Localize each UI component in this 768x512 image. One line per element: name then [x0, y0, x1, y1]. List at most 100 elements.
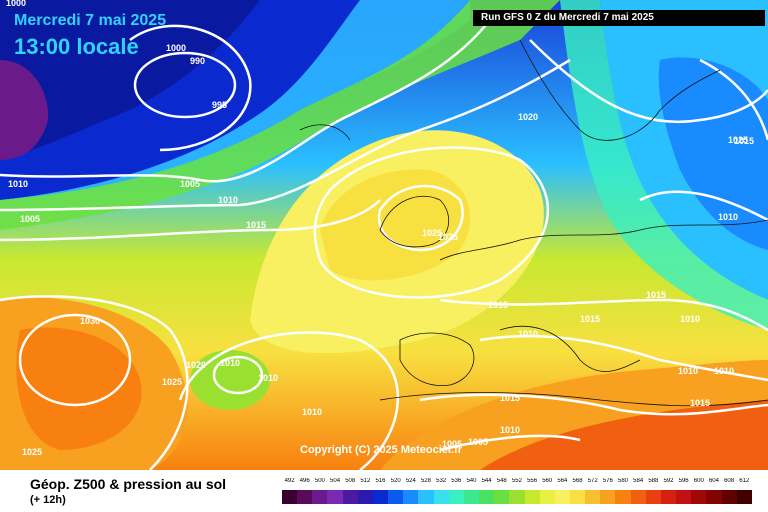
- colorbar-tick-label: 568: [572, 478, 583, 484]
- colorbar-cell: [479, 490, 495, 504]
- field-ne-blue: [658, 57, 768, 250]
- colorbar-tick-label: 516: [375, 478, 386, 484]
- isobar-label: 1025: [728, 135, 749, 145]
- isobar-label: 1020: [518, 112, 539, 122]
- isobar-label: 1010: [302, 407, 323, 417]
- field-cyan-belt: [0, 0, 470, 200]
- isobar-label: 1025: [438, 232, 459, 242]
- coastlines: [299, 39, 768, 407]
- colorbar-tick-label: 588: [648, 478, 659, 484]
- isobar-label: 1010: [500, 425, 521, 435]
- colorbar-cell: [660, 490, 677, 504]
- colorbar-cell: [357, 490, 373, 504]
- colorbar-cell: [509, 490, 525, 504]
- colorbar-cell: [418, 490, 434, 504]
- colorbar-tick-label: 604: [708, 478, 719, 484]
- colorbar-tick-label: 520: [390, 478, 401, 484]
- colorbar-tick-label: 576: [602, 478, 613, 484]
- colorbar-cell: [312, 490, 328, 504]
- isobar-label: 1015: [734, 136, 755, 146]
- isobar-1025-sw: [0, 295, 189, 470]
- isobar-1015-ne: [699, 58, 768, 141]
- colorbar-cell: [327, 490, 343, 504]
- colorbar-tick-label: 592: [663, 478, 674, 484]
- colorbar-cell: [630, 490, 646, 504]
- colorbar-cell: [600, 490, 616, 504]
- colorbar-cell: [524, 490, 540, 504]
- isobar-1005-south: [439, 434, 581, 452]
- colorbar-tick-label: 600: [693, 478, 704, 484]
- colorbar-cell: [539, 490, 555, 504]
- colorbar-tick-label: 532: [436, 478, 447, 484]
- isobar-label: 1025: [422, 228, 443, 238]
- colorbar-tick-label: 508: [345, 478, 356, 484]
- colorbar-cell: [448, 490, 464, 504]
- isobar-label: 1005: [180, 179, 201, 189]
- isobar-label: 1030: [80, 316, 101, 326]
- isobar-1005: [0, 19, 491, 183]
- isobar-1015-south: [419, 393, 768, 416]
- colorbar-cell: [388, 490, 404, 504]
- isobar-label: 1010: [678, 366, 699, 376]
- run-info-box: Run GFS 0 Z du Mercredi 7 mai 2025: [473, 10, 765, 26]
- isobar-label: 1015: [246, 220, 267, 230]
- colorbar-cell: [736, 490, 752, 504]
- map-time: 13:00 locale: [14, 34, 139, 59]
- isobar-label: 1005: [468, 437, 489, 447]
- colorbar-tick-labels: 492 496 500 504 508 512 516 520 524 528 532 536 540 5…: [282, 478, 752, 488]
- colorbar-tick-label: 536: [451, 478, 462, 484]
- colorbar-tick-label: 552: [511, 478, 522, 484]
- isobar-1020-high: [313, 146, 550, 299]
- colorbar-tick-label: 596: [678, 478, 689, 484]
- field-sw-core: [16, 327, 142, 450]
- isobar-1015-mid: [178, 331, 400, 470]
- field-low-deep: [0, 0, 260, 160]
- coast-scandinavia: [519, 39, 721, 141]
- colorbar-cell: [676, 490, 692, 504]
- isobar-label: 1015: [690, 398, 711, 408]
- colorbar-tick-label: 560: [542, 478, 553, 484]
- isobar-label: 1010: [8, 179, 29, 189]
- colorbar-cell: [569, 490, 586, 504]
- isobar-label: 1005: [442, 439, 463, 449]
- colorbar-tick-label: 512: [360, 478, 371, 484]
- isobar-label: 1000: [166, 43, 187, 53]
- isobar-995: [129, 24, 252, 152]
- isobar-1015-europe: [439, 298, 768, 332]
- isobar-low-990: [133, 51, 237, 119]
- colorbar: 492 496 500 504 508 512 516 520 524 528 532 536 540 5…: [282, 478, 752, 506]
- isobar-label: 1010: [220, 358, 241, 368]
- colorbar-tick-label: 564: [557, 478, 568, 484]
- isobar-label: 1000: [6, 0, 27, 8]
- field-low-core: [0, 60, 49, 160]
- isobar-1010: [0, 58, 571, 212]
- isobar-label: 1010: [258, 373, 279, 383]
- coast-iceland: [299, 124, 351, 141]
- colorbar-cell: [372, 490, 389, 504]
- coast-europe-north: [439, 219, 768, 261]
- isobar-1010-ne: [639, 190, 768, 222]
- colorbar-tick-label: 504: [330, 478, 341, 484]
- isobar-label: 1015: [488, 300, 509, 310]
- colorbar-tick-label: 492: [284, 478, 295, 484]
- isobar-label: 1015: [646, 290, 667, 300]
- colorbar-cell: [463, 490, 480, 504]
- legend-panel: Géop. Z500 & pression au sol (+ 12h) 492…: [0, 470, 768, 512]
- colorbar-cell: [433, 490, 449, 504]
- isobar-1015: [0, 199, 381, 242]
- geopotential-map: [0, 0, 768, 470]
- isobar-label: 1010: [518, 329, 539, 339]
- colorbar-cell: [554, 490, 570, 504]
- coast-north-africa: [379, 392, 768, 407]
- isobar-label: 1010: [714, 366, 735, 376]
- isobar-1010-cutoff: [212, 355, 264, 395]
- field-south-hot: [480, 400, 768, 470]
- colorbar-cell: [615, 490, 631, 504]
- colorbar-tick-label: 540: [466, 478, 477, 484]
- colorbar-cell: [297, 490, 313, 504]
- field-ne-teal: [560, 0, 768, 330]
- isobar-label: 1025: [162, 377, 183, 387]
- colorbar-tick-label: 528: [420, 478, 431, 484]
- legend-title: Géop. Z500 & pression au sol: [30, 476, 227, 492]
- colorbar-tick-label: 580: [618, 478, 629, 484]
